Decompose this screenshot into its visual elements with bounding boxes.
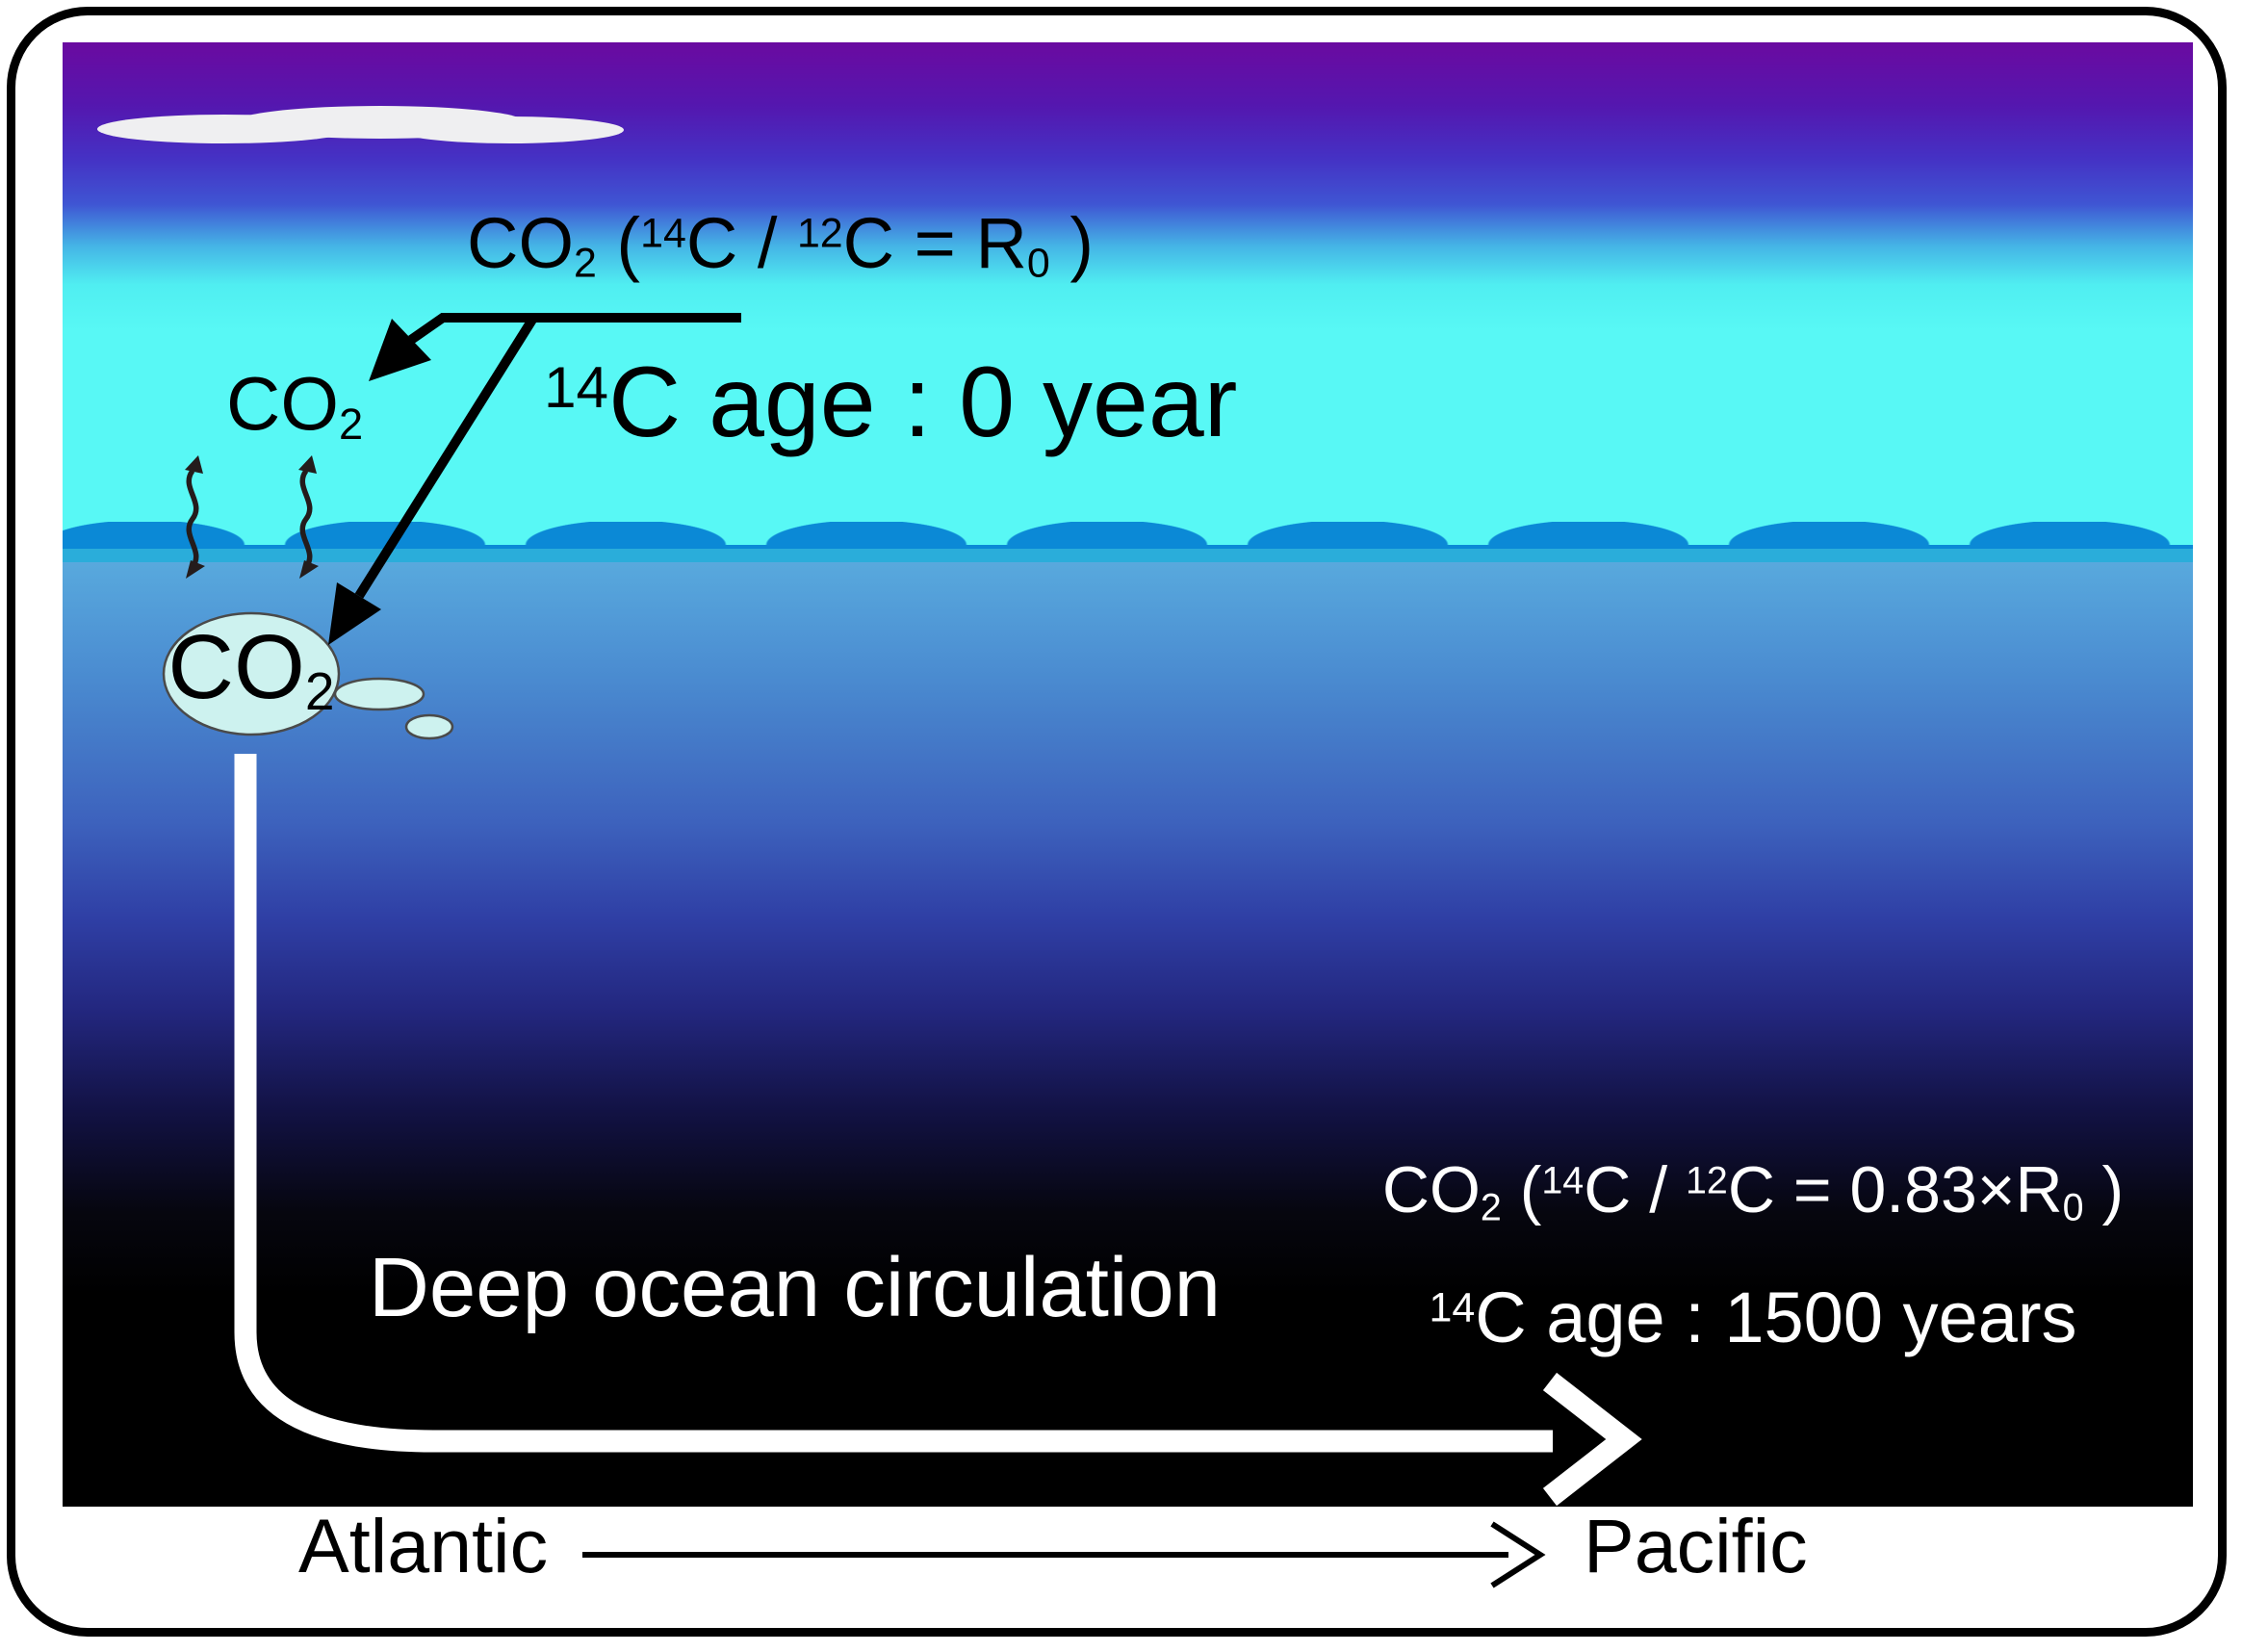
pacific-label: Pacific	[1584, 1503, 1808, 1588]
label-connector-arrow-to-air-co2	[369, 313, 741, 381]
sup-14: 14	[640, 210, 686, 257]
sub-2: 2	[1480, 1186, 1502, 1229]
deep-circulation-label: Deep ocean circulation	[369, 1241, 1222, 1334]
diagram-border-frame	[7, 7, 2227, 1637]
bubble-co2-label: CO2	[151, 622, 351, 718]
ocean-scene: CO2 (14C / 12C = R0 ) 14C age : 0 year C…	[63, 42, 2193, 1507]
deep-c14-age-label: 14C age : 1500 years	[1333, 1282, 2173, 1354]
atmospheric-co2-label: CO2	[226, 366, 363, 446]
deep-circulation-arrow	[234, 754, 1642, 1507]
surface-c14-age-label: 14C age : 0 year	[544, 352, 1237, 452]
text-fragment: C /	[685, 203, 797, 283]
text-fragment: )	[1049, 203, 1094, 283]
text-fragment: C /	[1584, 1153, 1686, 1226]
sub-0: 0	[2062, 1186, 2084, 1229]
text-fragment: (	[596, 203, 641, 283]
surface-co2-formula: CO2 (14C / 12C = R0 )	[467, 208, 1094, 284]
text-fragment: CO	[168, 616, 305, 718]
sup-14: 14	[1541, 1159, 1585, 1202]
sea-surface-waves	[63, 522, 2193, 549]
air-sea-exchange-arrowheads	[185, 455, 319, 579]
text-fragment: C = 0.83×R	[1727, 1153, 2063, 1226]
text-fragment: C age : 1500 years	[1475, 1278, 2077, 1358]
sub-2: 2	[304, 661, 335, 722]
cloud-icon	[97, 106, 624, 143]
text-fragment: CO	[467, 203, 574, 283]
atlantic-label: Atlantic	[298, 1503, 549, 1588]
text-fragment: )	[2083, 1153, 2125, 1226]
air-sea-exchange-arrow-icon	[186, 469, 313, 569]
scene-graphics	[97, 106, 1642, 1507]
co2-bubble	[162, 611, 454, 740]
sup-14: 14	[1429, 1284, 1476, 1331]
sub-0: 0	[1026, 240, 1050, 287]
text-fragment: CO	[226, 361, 339, 446]
deep-water-annotation: CO2 (14C / 12C = 0.83×R0 ) 14C age : 150…	[1333, 1157, 2173, 1354]
sup-12: 12	[1686, 1159, 1728, 1202]
text-fragment: C age : 0 year	[608, 347, 1238, 458]
sub-2: 2	[574, 240, 597, 287]
text-fragment: (	[1501, 1153, 1542, 1226]
atlantic-to-pacific-arrow	[582, 1521, 1546, 1588]
deep-co2-formula: CO2 (14C / 12C = 0.83×R0 )	[1333, 1157, 2173, 1227]
label-connector-arrow-to-bubble	[328, 317, 537, 645]
sup-12: 12	[796, 210, 843, 257]
sub-2: 2	[339, 399, 364, 449]
text-fragment: CO	[1381, 1153, 1481, 1226]
sup-14: 14	[544, 353, 609, 420]
text-fragment: C = R	[842, 203, 1027, 283]
